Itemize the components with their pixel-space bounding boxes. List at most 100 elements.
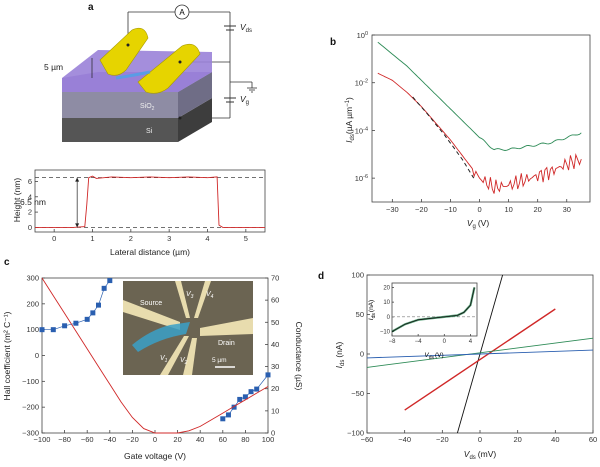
b-xtick-label: 10 xyxy=(504,205,512,214)
step-arrow-head-top xyxy=(75,177,80,182)
d-xtick-label: 60 xyxy=(589,435,597,444)
c-plot xyxy=(39,277,271,434)
profile-xtick-label: 5 xyxy=(244,234,248,243)
d-inset-ytick-label: 20 xyxy=(383,285,390,291)
d-inset: 20 10 0 −10 −8 −4 0 4 Ids(nA) Vds(V) xyxy=(368,282,478,361)
d-xtick-label: −60 xyxy=(361,435,374,444)
c-xtick-label: 60 xyxy=(219,435,227,444)
d-plot xyxy=(366,274,594,434)
d-series-red xyxy=(404,308,556,411)
profile-ytick-label: 4 xyxy=(28,192,32,201)
profile-xtick-label: 3 xyxy=(167,234,171,243)
contact-dot-3 xyxy=(178,116,182,120)
c-hall-point xyxy=(265,372,271,378)
inset-scale-label: 5 µm xyxy=(212,357,227,364)
c-ytick-right-label: 0 xyxy=(271,429,275,438)
d-inset-xtick-label: −8 xyxy=(389,339,397,345)
c-xtick-label: −100 xyxy=(34,435,51,444)
d-xtick-label: 0 xyxy=(478,435,482,444)
electrode-left xyxy=(99,27,149,76)
inset-v3-label: V3 xyxy=(186,291,194,300)
c-xticks: −100 −80 −60 −40 −20 0 20 40 60 80 100 xyxy=(34,430,274,444)
profile-xtick-label: 1 xyxy=(90,234,94,243)
c-yticks-right: 70 60 50 40 30 20 10 0 xyxy=(265,274,279,438)
d-inset-xticks: −8 −4 0 4 xyxy=(389,334,473,345)
inset-v1-label: V1 xyxy=(160,355,168,364)
channel-flake xyxy=(115,70,151,80)
profile-ytick-label: 0 xyxy=(28,223,32,232)
c-ytick-left-label: 200 xyxy=(26,299,39,308)
panel-a: a A Vds Vg xyxy=(12,2,266,257)
c-xtick-label: −80 xyxy=(58,435,71,444)
c-ytick-left-label: 100 xyxy=(26,325,39,334)
c-hall-point xyxy=(225,412,231,418)
b-ytick-label: 10-2 xyxy=(355,79,368,88)
c-yticks-left: 300 200 100 0 −100 −200 −300 xyxy=(22,274,45,438)
flake xyxy=(132,322,190,352)
c-ytick-right-label: 30 xyxy=(271,362,279,371)
electrode-right xyxy=(137,43,201,94)
d-xtick-label: −20 xyxy=(436,435,449,444)
c-ytick-right-label: 50 xyxy=(271,318,279,327)
d-xtick-label: 20 xyxy=(513,435,521,444)
c-hall-point xyxy=(237,396,243,402)
d-series-blue xyxy=(366,349,594,359)
b-yticks: 100 10-2 10-4 10-6 xyxy=(355,31,375,183)
c-xtick-label: 0 xyxy=(153,435,157,444)
c-xtick-label: 40 xyxy=(196,435,204,444)
profile-xtick-label: 2 xyxy=(129,234,133,243)
c-hall-point xyxy=(90,310,96,316)
c-hall-point xyxy=(248,389,254,395)
c-hall-point xyxy=(220,416,226,422)
b-ytick-label: 10-4 xyxy=(355,126,368,135)
c-hall-point xyxy=(242,394,248,400)
d-inset-frame xyxy=(391,282,478,337)
c-hall-point xyxy=(62,323,68,329)
c-hall-point xyxy=(39,327,45,333)
d-inset-xtick-label: 0 xyxy=(443,339,447,345)
profile-xticks: 0 1 2 3 4 5 xyxy=(52,229,248,243)
c-hall-point xyxy=(50,327,56,333)
b-xtick-label: −10 xyxy=(444,205,457,214)
c-ytick-right-label: 40 xyxy=(271,340,279,349)
inset-v4-label: V4 xyxy=(206,291,214,300)
c-hall-point xyxy=(101,285,107,291)
profile-xtick-label: 0 xyxy=(52,234,56,243)
c-xtick-label: 20 xyxy=(173,435,181,444)
b-series-fit-dashed xyxy=(412,96,475,179)
d-ytick-label: 50 xyxy=(356,310,364,319)
c-hall-point xyxy=(231,404,237,410)
battery-vg-icon xyxy=(224,97,236,103)
inset-v2-label: V2 xyxy=(180,357,188,366)
d-ytick-label: 100 xyxy=(351,271,364,280)
d-inset-ylabel: Ids(nA) xyxy=(368,300,377,320)
b-xlabel: Vg (V) xyxy=(467,218,490,230)
step-arrow-head-bottom xyxy=(75,223,80,228)
c-hall-point xyxy=(107,278,113,284)
b-ytick-label: 100 xyxy=(357,31,368,40)
d-xtick-label: −40 xyxy=(398,435,411,444)
contact-dot-1 xyxy=(126,43,130,47)
b-ylabel: Ids(µA µm−1) xyxy=(344,97,356,143)
ammeter-label: A xyxy=(179,8,185,17)
ammeter-icon xyxy=(174,4,190,20)
d-inset-xtick-label: −4 xyxy=(415,339,423,345)
c-ytick-left-label: 0 xyxy=(35,351,39,360)
d-ytick-label: −50 xyxy=(351,389,364,398)
c-hall-point xyxy=(254,386,260,392)
panel-b-label: b xyxy=(330,37,336,48)
c-ytick-right-label: 20 xyxy=(271,384,279,393)
d-xtick-label: 40 xyxy=(551,435,559,444)
step-height-label: 6.5 nm xyxy=(20,197,46,207)
c-xlabel: Gate voltage (V) xyxy=(124,451,186,461)
c-ytick-left-label: −300 xyxy=(22,429,39,438)
device-micrograph-inset: Source Drain V3 V4 V1 V2 5 µm xyxy=(123,281,253,375)
inset-source-label: Source xyxy=(140,300,162,307)
b-xtick-label: 0 xyxy=(477,205,481,214)
profile-ytick-label: 6 xyxy=(28,177,32,186)
vds-label: Vds xyxy=(240,22,252,34)
c-ylabel-right: Conductance (µS) xyxy=(294,322,304,391)
c-xtick-label: −60 xyxy=(81,435,94,444)
